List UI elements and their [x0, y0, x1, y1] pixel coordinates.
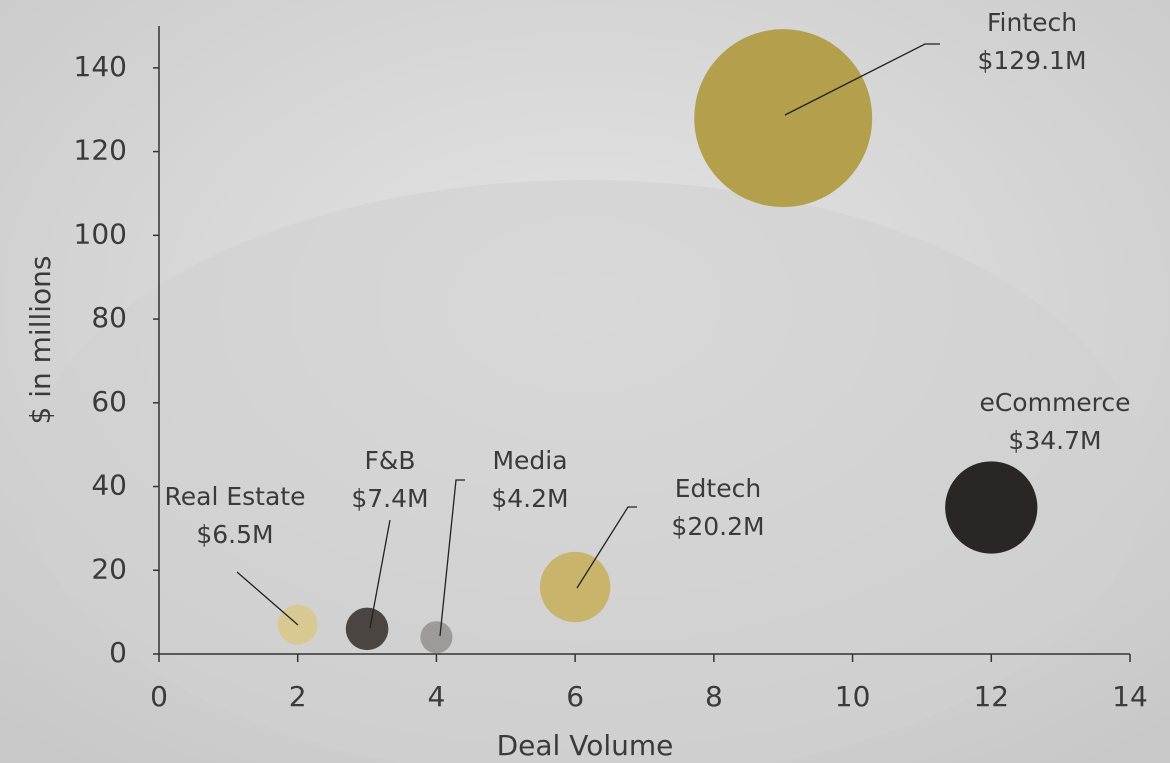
x-tick-label: 14 [1112, 680, 1148, 713]
y-tick-label: 60 [91, 385, 127, 418]
bubble [420, 621, 453, 654]
bubble [694, 29, 873, 208]
y-tick-label: 80 [91, 301, 127, 334]
bubble-label: Media [492, 446, 567, 475]
bubble-value-label: $6.5M [196, 520, 273, 549]
bubble-value-label: $20.2M [671, 512, 764, 541]
bubble-value-label: $4.2M [491, 484, 568, 513]
x-tick-label: 0 [150, 680, 168, 713]
x-tick-label: 2 [289, 680, 307, 713]
x-tick-label: 4 [428, 680, 446, 713]
y-tick-label: 0 [109, 636, 127, 669]
bubble [945, 461, 1038, 554]
bubble-label: F&B [364, 446, 415, 475]
bubble-value-label: $34.7M [1008, 426, 1101, 455]
y-tick-label: 40 [91, 469, 127, 502]
x-tick-label: 12 [973, 680, 1009, 713]
leader-line [576, 506, 637, 589]
y-tick-label: 100 [74, 217, 127, 250]
leader-line [784, 43, 940, 116]
bubble-label: Fintech [987, 8, 1077, 37]
x-tick-label: 10 [835, 680, 871, 713]
x-tick-label: 6 [566, 680, 584, 713]
bubble-label: Edtech [675, 474, 761, 503]
bubble-label: Real Estate [165, 482, 306, 511]
leader-line [439, 479, 465, 637]
y-axis-title: $ in millions [24, 256, 57, 425]
leader-line [236, 571, 299, 626]
bubble-value-label: $129.1M [977, 46, 1086, 75]
leader-line [369, 519, 391, 629]
y-tick-label: 20 [91, 552, 127, 585]
y-tick-label: 140 [74, 50, 127, 83]
bubble [345, 607, 389, 651]
bubble-value-label: $7.4M [351, 484, 428, 513]
bubble-label: eCommerce [979, 388, 1130, 417]
x-tick-label: 8 [705, 680, 723, 713]
bubble [539, 551, 611, 623]
x-axis-title: Deal Volume [497, 729, 674, 762]
y-tick-label: 120 [74, 134, 127, 167]
